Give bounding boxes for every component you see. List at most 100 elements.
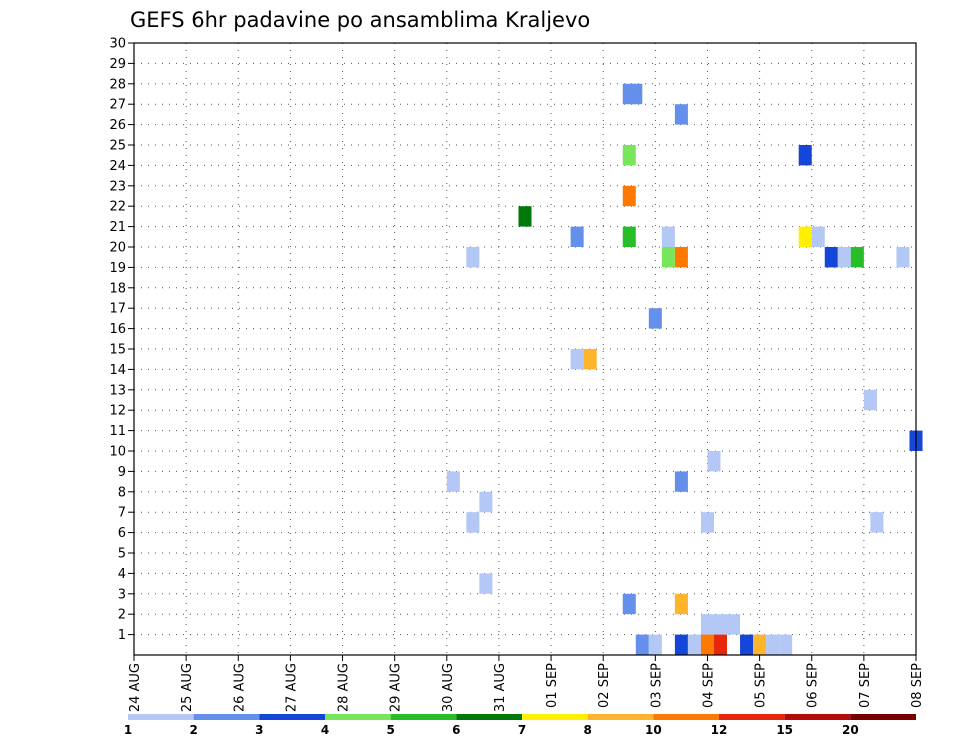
data-cell xyxy=(811,226,825,247)
colorbar-swatch xyxy=(325,714,391,720)
x-tick-label: 28 AUG xyxy=(337,663,352,712)
data-cell xyxy=(824,247,838,268)
colorbar-label: 15 xyxy=(776,723,793,737)
colorbar-label: 5 xyxy=(386,723,394,737)
y-tick-label: 12 xyxy=(109,404,126,419)
colorbar-swatch xyxy=(587,714,654,720)
colorbar-swatch xyxy=(653,714,719,720)
y-tick-label: 14 xyxy=(109,363,126,378)
data-cell xyxy=(798,145,812,166)
x-tick-label: 04 SEP xyxy=(701,663,716,708)
y-tick-label: 13 xyxy=(109,383,126,398)
data-cell xyxy=(798,226,812,247)
colorbar-swatch xyxy=(456,714,522,720)
data-cell xyxy=(661,226,675,247)
y-tick-label: 8 xyxy=(118,485,126,500)
data-cell xyxy=(466,512,480,533)
y-tick-label: 1 xyxy=(118,628,126,643)
data-cell xyxy=(570,226,584,247)
x-tick-label: 24 AUG xyxy=(128,663,143,712)
x-tick-label: 01 SEP xyxy=(545,663,560,708)
data-cell xyxy=(583,349,597,370)
x-tick-label: 02 SEP xyxy=(597,663,612,708)
colorbar-label: 4 xyxy=(321,723,329,737)
data-cell xyxy=(622,145,636,166)
colorbar-label: 20 xyxy=(842,723,859,737)
y-tick-label: 29 xyxy=(109,57,126,72)
data-cell xyxy=(446,471,460,492)
data-cell xyxy=(661,247,675,268)
y-tick-label: 16 xyxy=(109,322,126,337)
y-tick-label: 27 xyxy=(109,98,126,113)
x-tick-label: 31 AUG xyxy=(493,663,508,712)
data-cell xyxy=(466,247,480,268)
y-tick-label: 24 xyxy=(109,159,126,174)
y-tick-label: 6 xyxy=(118,526,126,541)
data-cell xyxy=(779,634,793,655)
colorbar-label: 2 xyxy=(189,723,197,737)
data-cell xyxy=(479,491,493,513)
x-tick-label: 25 AUG xyxy=(180,663,195,712)
y-tick-label: 23 xyxy=(109,179,126,194)
data-cell xyxy=(766,634,780,655)
grid-lines xyxy=(133,42,917,655)
data-cell xyxy=(870,512,884,533)
chart-title: GEFS 6hr padavine po ansamblima Kraljevo xyxy=(130,8,590,32)
data-cell xyxy=(622,226,636,247)
y-tick-label: 4 xyxy=(118,567,126,582)
x-tick-label: 30 AUG xyxy=(441,663,456,712)
colorbar-label: 10 xyxy=(645,723,662,737)
data-cell xyxy=(674,471,688,492)
colorbar-swatch xyxy=(193,714,260,720)
y-tick-label: 10 xyxy=(109,445,126,460)
y-tick-label: 9 xyxy=(118,465,126,480)
data-cell xyxy=(850,247,864,268)
colorbar-swatch xyxy=(850,714,916,720)
data-cells xyxy=(446,83,923,655)
x-tick-label: 05 SEP xyxy=(754,663,769,708)
data-cell xyxy=(863,389,877,411)
x-tick-label: 29 AUG xyxy=(389,663,404,712)
colorbar-label: 6 xyxy=(452,723,460,737)
x-tick-label: 26 AUG xyxy=(232,663,247,712)
y-axis: 1234567891011121314151617181920212223242… xyxy=(109,37,134,643)
data-cell xyxy=(635,634,649,655)
data-cell xyxy=(740,634,754,655)
colorbar-swatch xyxy=(784,714,851,720)
colorbar-swatch xyxy=(128,714,194,720)
y-tick-label: 7 xyxy=(118,506,126,521)
y-tick-label: 26 xyxy=(109,118,126,133)
data-cell xyxy=(707,451,721,472)
y-tick-label: 28 xyxy=(109,77,126,92)
colorbar-label: 8 xyxy=(583,723,591,737)
data-cell xyxy=(570,349,584,370)
y-tick-label: 17 xyxy=(109,302,126,317)
x-tick-label: 08 SEP xyxy=(910,663,925,708)
data-cell xyxy=(713,614,728,635)
data-cell xyxy=(700,634,714,655)
colorbar-label: 1 xyxy=(124,723,132,737)
data-cell xyxy=(896,247,910,268)
y-tick-label: 3 xyxy=(118,587,126,602)
x-tick-label: 06 SEP xyxy=(806,663,821,708)
data-cell xyxy=(700,614,714,635)
plot-frame xyxy=(133,42,917,656)
y-tick-label: 25 xyxy=(109,139,126,154)
colorbar-label: 12 xyxy=(711,723,728,737)
data-cell xyxy=(713,634,728,655)
y-tick-label: 22 xyxy=(109,200,126,215)
y-tick-label: 2 xyxy=(118,608,126,623)
colorbar-swatch xyxy=(259,714,325,720)
data-cell xyxy=(674,634,688,655)
data-cell xyxy=(622,185,636,207)
data-cell xyxy=(753,634,767,655)
data-cell xyxy=(837,247,851,268)
y-tick-label: 30 xyxy=(109,37,126,52)
data-cell xyxy=(674,247,688,268)
data-cell xyxy=(727,614,741,635)
x-tick-label: 03 SEP xyxy=(649,663,664,708)
colorbar-legend: 1 2 3 4 5 6 7 8 10 12 15 20 xyxy=(124,714,916,737)
data-cell xyxy=(700,512,714,533)
y-tick-label: 19 xyxy=(109,261,126,276)
